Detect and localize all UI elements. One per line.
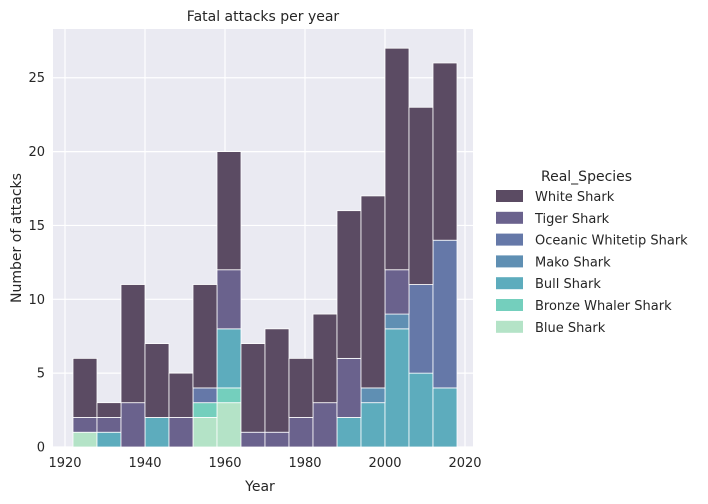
bar-segment <box>120 402 146 448</box>
legend-swatch <box>496 255 523 268</box>
bar-segment <box>384 328 410 448</box>
bar-segment <box>216 402 242 448</box>
legend-title: Real_Species <box>541 169 632 185</box>
x-tick-label: 1960 <box>208 456 241 471</box>
bar-segment <box>240 343 266 433</box>
bar-segment <box>384 269 410 315</box>
bar-segment <box>192 387 218 404</box>
bar-segment <box>168 417 194 448</box>
legend: Real_Species White Shark Tiger Shark Ocean… <box>496 169 688 336</box>
legend-label: Mako Shark <box>535 255 611 270</box>
bar-segment <box>312 402 338 448</box>
bar-segment <box>360 387 386 404</box>
bar-segment <box>360 402 386 448</box>
bar-segment <box>336 210 362 359</box>
bar-segment <box>192 284 218 389</box>
legend-swatch <box>496 320 523 333</box>
bar-segment <box>72 357 98 418</box>
legend-swatch <box>496 190 523 202</box>
bar-segment <box>264 431 290 448</box>
bar-segment <box>216 387 242 404</box>
tick-labels: 1920 1940 1960 1980 2000 2020 0 5 10 15 20 25 <box>28 71 481 471</box>
legend-swatch <box>496 299 523 311</box>
bar-segment <box>432 239 458 389</box>
bar-segment <box>384 47 410 271</box>
x-tick-label: 1940 <box>128 456 161 471</box>
bar-segment <box>360 195 386 389</box>
bar-segment <box>408 284 434 374</box>
bar-segment <box>72 417 98 433</box>
bar-segment <box>96 431 122 448</box>
bar-segment <box>384 313 410 330</box>
bar-segment <box>240 431 266 448</box>
bar-segment <box>144 343 170 418</box>
bar-segment <box>288 417 314 448</box>
legend-swatch <box>496 233 523 246</box>
y-tick-label: 10 <box>28 293 45 308</box>
bar-segment <box>336 417 362 448</box>
y-tick-label: 5 <box>37 367 45 382</box>
bar-segment <box>288 357 314 418</box>
bar-segment <box>168 372 194 418</box>
bar-segment <box>408 106 434 285</box>
bar-segment <box>216 269 242 330</box>
bar-segment <box>432 62 458 241</box>
bar-segment <box>408 372 434 448</box>
bar-segment <box>192 417 218 448</box>
y-tick-label: 0 <box>37 441 45 456</box>
bar-segment <box>96 402 122 418</box>
legend-swatch <box>496 277 523 290</box>
bars <box>72 47 458 448</box>
x-tick-label: 1980 <box>288 456 321 471</box>
legend-label: Bronze Whaler Shark <box>535 299 672 314</box>
x-tick-label: 2000 <box>368 456 401 471</box>
chart-title: Fatal attacks per year <box>187 9 340 25</box>
bar-segment <box>264 328 290 433</box>
bar-segment <box>336 357 362 418</box>
bar-segment <box>120 284 146 404</box>
legend-label: Tiger Shark <box>534 212 610 227</box>
bar-segment <box>72 431 98 448</box>
y-tick-label: 25 <box>28 71 45 86</box>
bar-segment <box>312 313 338 404</box>
y-axis-label: Number of attacks <box>9 173 25 303</box>
legend-label: Oceanic Whitetip Shark <box>535 234 688 249</box>
y-tick-label: 20 <box>28 145 45 160</box>
bar-segment <box>144 417 170 448</box>
bar-segment <box>192 402 218 418</box>
legend-label: Bull Shark <box>535 277 601 292</box>
y-tick-label: 15 <box>28 219 45 234</box>
legend-swatch <box>496 211 523 224</box>
x-tick-label: 1920 <box>48 456 81 471</box>
x-axis-label: Year <box>244 479 275 495</box>
legend-label: Blue Shark <box>535 321 606 336</box>
x-tick-label: 2020 <box>448 456 481 471</box>
bar-segment <box>432 387 458 448</box>
legend-label: White Shark <box>535 190 615 205</box>
bar-segment <box>216 151 242 271</box>
bar-segment <box>216 328 242 389</box>
bar-segment <box>96 417 122 433</box>
